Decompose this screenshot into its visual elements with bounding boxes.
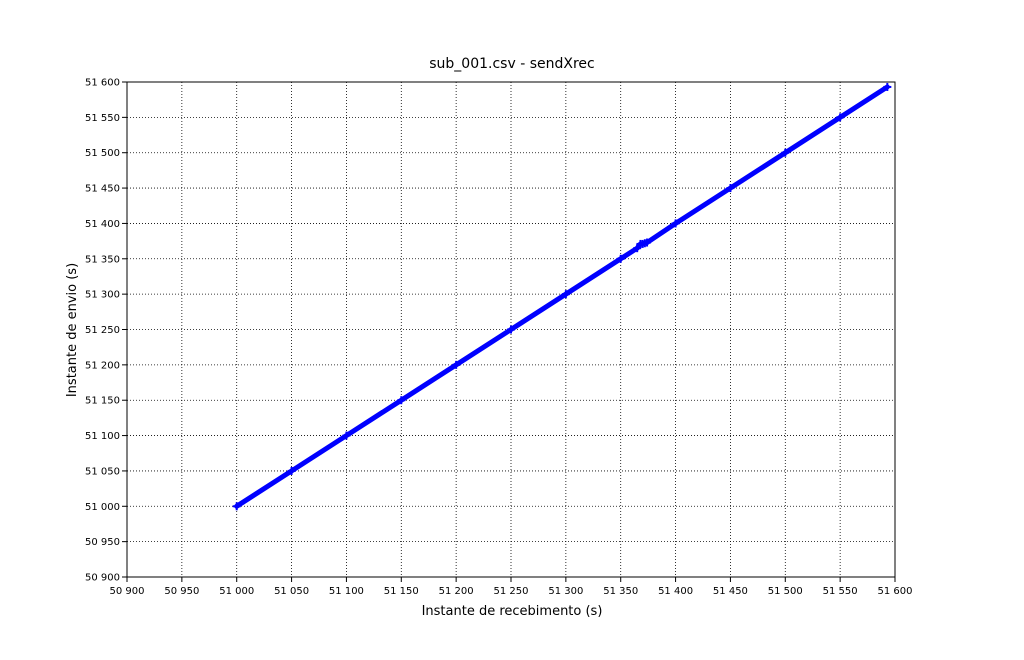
chart-title: sub_001.csv - sendXrec — [429, 56, 594, 72]
grid — [127, 82, 895, 577]
data-point — [671, 219, 680, 228]
y-tick-label: 51 200 — [85, 360, 120, 371]
x-tick-label: 51 500 — [768, 586, 803, 597]
x-tick-label: 50 900 — [110, 586, 145, 597]
data-point — [452, 360, 461, 369]
x-tick-label: 51 050 — [274, 586, 309, 597]
x-axis-label: Instante de recebimento (s) — [422, 604, 603, 619]
y-tick-label: 51 250 — [85, 325, 120, 336]
y-tick-label: 51 300 — [85, 290, 120, 301]
series-layer — [232, 82, 892, 511]
x-tick-label: 51 600 — [878, 586, 913, 597]
data-point — [561, 290, 570, 299]
data-point — [633, 244, 642, 253]
data-point — [781, 148, 790, 157]
data-point — [616, 254, 625, 263]
y-tick-label: 51 500 — [85, 148, 120, 159]
y-tick-label: 51 150 — [85, 396, 120, 407]
data-point — [397, 396, 406, 405]
series-line — [234, 84, 890, 509]
x-tick-label: 51 550 — [823, 586, 858, 597]
data-point — [287, 466, 296, 475]
x-tick-label: 51 300 — [548, 586, 583, 597]
y-tick-label: 51 400 — [85, 219, 120, 230]
x-tick-label: 51 250 — [494, 586, 529, 597]
data-point — [342, 431, 351, 440]
x-axis: 50 900 50 950 51 000 51 050 51 100 51 150 51 2… — [110, 577, 913, 597]
data-point — [232, 502, 241, 511]
y-axis: 50 900 50 950 51 000 51 050 51 100 51 150 51 2… — [85, 78, 127, 584]
data-point — [883, 82, 892, 91]
data-point — [836, 113, 845, 122]
x-tick-label: 51 450 — [713, 586, 748, 597]
y-tick-label: 51 100 — [85, 431, 120, 442]
y-tick-label: 51 050 — [85, 466, 120, 477]
y-tick-label: 51 350 — [85, 254, 120, 265]
data-point — [507, 325, 515, 334]
y-tick-label: 50 900 — [85, 573, 120, 584]
x-tick-label: 51 000 — [219, 586, 254, 597]
x-tick-label: 51 400 — [658, 586, 693, 597]
x-tick-label: 50 950 — [164, 586, 199, 597]
data-point — [643, 238, 652, 247]
y-tick-label: 51 550 — [85, 113, 120, 124]
y-tick-label: 51 450 — [85, 184, 120, 195]
x-tick-label: 51 350 — [603, 586, 638, 597]
y-axis-label: Instante de envio (s) — [65, 263, 80, 397]
x-tick-label: 51 200 — [439, 586, 474, 597]
y-tick-label: 51 000 — [85, 502, 120, 513]
data-point — [726, 184, 735, 193]
x-tick-label: 51 150 — [384, 586, 419, 597]
y-tick-label: 51 600 — [85, 78, 120, 89]
y-tick-label: 50 950 — [85, 537, 120, 548]
x-tick-label: 51 100 — [329, 586, 364, 597]
